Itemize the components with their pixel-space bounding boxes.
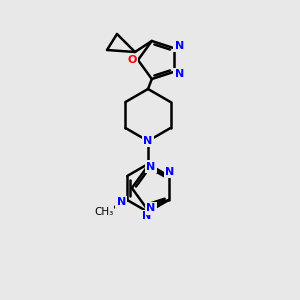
Text: N: N (146, 162, 156, 172)
Text: N: N (165, 167, 174, 177)
Text: N: N (175, 69, 184, 79)
Text: N: N (143, 136, 153, 146)
Text: O: O (127, 55, 137, 65)
Text: N: N (117, 197, 126, 207)
Text: N: N (146, 203, 156, 213)
Text: N: N (175, 41, 184, 51)
Text: CH₃: CH₃ (94, 207, 114, 217)
Text: N: N (142, 211, 152, 221)
